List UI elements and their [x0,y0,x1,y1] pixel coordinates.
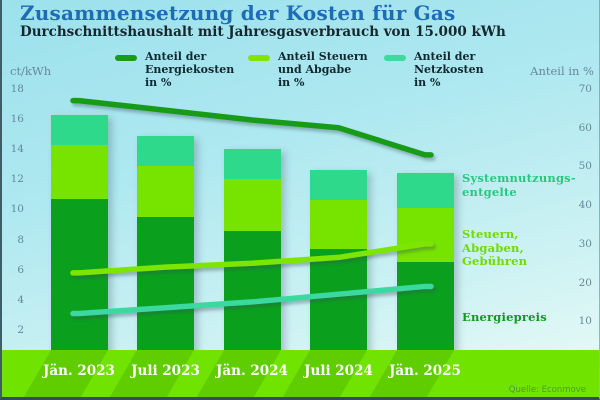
right-axis-tick: 30 [578,237,592,250]
legend-swatch-icon [248,55,270,61]
left-axis-tick: 10 [10,203,24,216]
right-axis-tick: 60 [578,121,592,134]
segment-label: Systemnutzungs- entgelte [462,171,576,199]
stacked-bar [137,135,194,360]
bar-segment [50,114,108,145]
bar-segment [50,144,108,199]
trend-line [70,97,434,158]
left-axis-tick: 2 [17,323,24,336]
x-axis-label: Jän. 2023 [43,363,115,379]
legend-label: Anteil der Netzkosten in % [414,50,484,90]
legend-label: Anteil der Energiekosten in % [145,50,235,90]
right-axis-tick: 10 [578,315,592,328]
legend-item: Anteil der Netzkosten in % [384,50,484,90]
bar-segment [137,165,194,217]
right-axis-tick: 50 [578,160,592,173]
stacked-bar [223,149,281,360]
page-title: Zusammensetzung der Kosten für Gas [20,1,456,25]
bar-segment [50,198,108,360]
bar-segment [223,149,281,180]
bar-segment [310,248,367,360]
right-axis-tick: 20 [578,276,592,289]
bar-segment [310,200,367,249]
right-axis-tick: 70 [578,83,592,95]
legend-item: Anteil Steuern und Abgabe in % [248,50,368,90]
x-axis-label: Juli 2024 [304,363,373,379]
segment-label: Energiepreis [462,310,547,324]
bar-segment [137,216,194,360]
left-axis-tick: 12 [10,173,24,186]
bar-segment [396,173,454,208]
stacked-bar [50,114,108,360]
left-axis-tick: 8 [17,233,24,246]
right-axis-tick: 40 [578,199,592,212]
bar-segment [396,207,454,263]
segment-label: Steuern, Abgaben, Gebühren [462,227,528,269]
bar-segment [223,179,281,231]
bar-segment [310,170,367,201]
legend-swatch-icon [384,55,406,61]
left-axis-tick: 14 [10,143,24,156]
x-axis-label: Juli 2023 [131,363,200,379]
left-axis-tick: 16 [10,113,24,126]
stacked-bar [310,170,367,360]
legend-label: Anteil Steuern und Abgabe in % [278,50,368,90]
left-axis-title: ct/kWh [10,64,52,78]
bar-segment [137,135,194,166]
subtitle: Durchschnittshaushalt mit Jahresgasverbr… [20,24,506,40]
left-axis-tick: 18 [10,83,24,95]
stacked-bar [396,173,454,360]
legend-item: Anteil der Energiekosten in % [115,50,234,90]
source-credit: Quelle: Econmove [508,385,586,395]
left-axis-tick: 4 [17,293,24,306]
legend-swatch-icon [115,55,137,61]
x-axis-label: Jän. 2025 [389,363,461,379]
left-axis-tick: 6 [17,263,24,276]
bar-segment [396,262,454,360]
right-axis-title: Anteil in % [530,64,594,78]
x-axis-label: Jän. 2024 [216,363,288,379]
bar-segment [223,230,281,360]
x-axis-band: Quelle: Econmove Jän. 2023 Juli 2023 Jän. … [2,350,599,397]
